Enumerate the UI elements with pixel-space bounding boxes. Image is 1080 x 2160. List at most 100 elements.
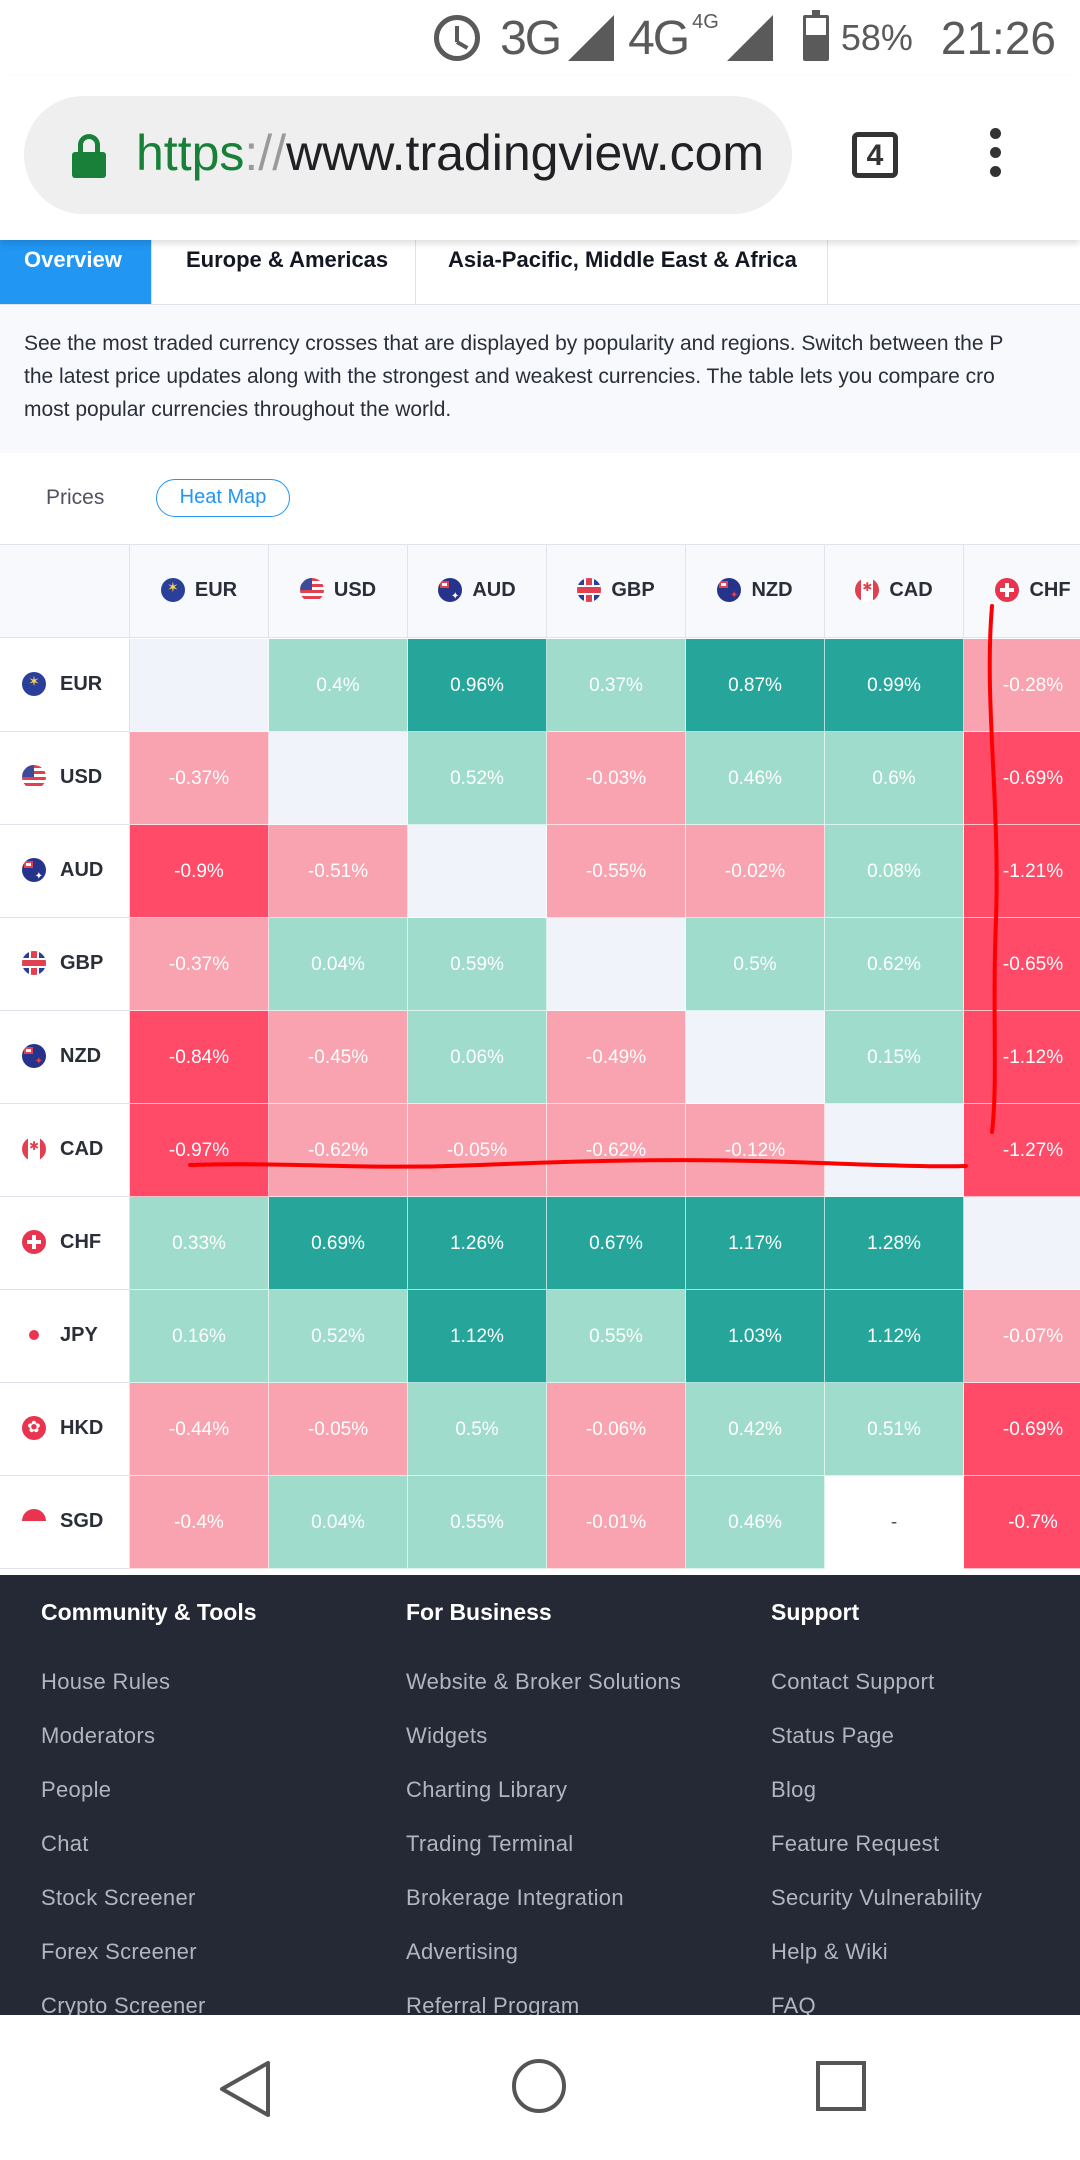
row-header[interactable]: JPY [0, 1290, 130, 1383]
footer-link[interactable]: Contact Support [771, 1669, 935, 1694]
heat-map-cell[interactable]: -0.7% [964, 1476, 1080, 1569]
heat-map-cell[interactable] [130, 639, 269, 732]
row-header[interactable]: CHF [0, 1197, 130, 1290]
heat-map-cell[interactable]: 0.52% [408, 732, 547, 825]
heat-map-cell[interactable]: 0.4% [269, 639, 408, 732]
heat-map-cell[interactable]: -0.07% [964, 1290, 1080, 1383]
tabs-icon[interactable]: 4 [852, 132, 898, 178]
tab-asia-pacific[interactable]: Asia-Pacific, Middle East & Africa [416, 240, 828, 304]
heat-map-cell[interactable]: 0.99% [825, 639, 964, 732]
heat-map-cell[interactable]: 1.12% [825, 1290, 964, 1383]
heat-map-cell[interactable]: -0.01% [547, 1476, 686, 1569]
row-header[interactable]: AUD [0, 825, 130, 918]
row-header[interactable]: SGD [0, 1476, 130, 1569]
tab-overview[interactable]: Overview [0, 240, 152, 304]
heat-map-cell[interactable]: 1.12% [408, 1290, 547, 1383]
heat-map-cell[interactable]: 0.04% [269, 918, 408, 1011]
footer-link[interactable]: Chat [41, 1831, 89, 1856]
heat-map-cell[interactable]: 0.06% [408, 1011, 547, 1104]
heat-map-cell[interactable]: -1.21% [964, 825, 1080, 918]
heat-map-cell[interactable]: -0.69% [964, 732, 1080, 825]
heat-map-cell[interactable]: -0.45% [269, 1011, 408, 1104]
footer-link[interactable]: Website & Broker Solutions [406, 1669, 682, 1694]
footer-link[interactable]: FAQ [771, 1993, 816, 2015]
row-header[interactable]: USD [0, 732, 130, 825]
heat-map-cell[interactable]: -0.4% [130, 1476, 269, 1569]
heat-map-cell[interactable]: -0.05% [408, 1104, 547, 1197]
heat-map-cell[interactable]: -0.28% [964, 639, 1080, 732]
row-header[interactable]: EUR [0, 639, 130, 732]
footer-link[interactable]: People [41, 1777, 112, 1802]
heat-map-cell[interactable]: -1.27% [964, 1104, 1080, 1197]
heat-map-cell[interactable]: -0.55% [547, 825, 686, 918]
footer-link[interactable]: Charting Library [406, 1777, 568, 1802]
heat-map-cell[interactable]: 0.52% [269, 1290, 408, 1383]
heat-map-cell[interactable]: 0.08% [825, 825, 964, 918]
heat-map-cell[interactable]: 0.96% [408, 639, 547, 732]
heat-map-cell[interactable] [825, 1104, 964, 1197]
heat-map-cell[interactable] [964, 1197, 1080, 1290]
recents-icon[interactable] [816, 2061, 866, 2111]
footer-link[interactable]: House Rules [41, 1669, 171, 1694]
heat-map-cell[interactable]: 1.28% [825, 1197, 964, 1290]
footer-link[interactable]: Blog [771, 1777, 817, 1802]
heat-map-cell[interactable]: -1.12% [964, 1011, 1080, 1104]
footer-link[interactable]: Moderators [41, 1723, 156, 1748]
heat-map-cell[interactable]: -0.65% [964, 918, 1080, 1011]
heat-map-cell[interactable] [686, 1011, 825, 1104]
column-header[interactable]: AUD [408, 545, 547, 638]
footer-link[interactable]: Referral Program [406, 1993, 580, 2015]
footer-link[interactable]: Feature Request [771, 1831, 940, 1856]
heat-map-cell[interactable]: 0.37% [547, 639, 686, 732]
heat-map-cell[interactable]: 0.16% [130, 1290, 269, 1383]
heat-map-cell[interactable]: 0.55% [547, 1290, 686, 1383]
footer-link[interactable]: Crypto Screener [41, 1993, 206, 2015]
heat-map-cell[interactable]: -0.69% [964, 1383, 1080, 1476]
heat-map-cell[interactable]: -0.03% [547, 732, 686, 825]
heat-map-cell[interactable]: -0.62% [269, 1104, 408, 1197]
address-bar[interactable]: https://www.tradingview.com [24, 96, 792, 214]
column-header[interactable]: CHF [964, 545, 1080, 638]
heat-map-cell[interactable]: -0.02% [686, 825, 825, 918]
heat-map-cell[interactable]: -0.37% [130, 732, 269, 825]
heat-map-cell[interactable]: -0.44% [130, 1383, 269, 1476]
footer-link[interactable]: Security Vulnerability [771, 1885, 983, 1910]
row-header[interactable]: CAD [0, 1104, 130, 1197]
tab-europe-americas[interactable]: Europe & Americas [152, 240, 416, 304]
heat-map-cell[interactable]: -0.12% [686, 1104, 825, 1197]
heat-map-cell[interactable]: 0.33% [130, 1197, 269, 1290]
heat-map-cell[interactable]: 0.46% [686, 1476, 825, 1569]
column-header[interactable]: USD [269, 545, 408, 638]
heat-map-cell[interactable]: -0.97% [130, 1104, 269, 1197]
footer-link[interactable]: Advertising [406, 1939, 519, 1964]
heat-map-cell[interactable] [547, 918, 686, 1011]
heat-map-cell[interactable]: 0.04% [269, 1476, 408, 1569]
column-header[interactable]: GBP [547, 545, 686, 638]
heat-map-cell[interactable]: 1.26% [408, 1197, 547, 1290]
heat-map-cell[interactable]: 0.55% [408, 1476, 547, 1569]
back-icon[interactable] [218, 2059, 274, 2119]
heat-map-cell[interactable]: 0.59% [408, 918, 547, 1011]
heat-map-cell[interactable]: -0.06% [547, 1383, 686, 1476]
footer-link[interactable]: Stock Screener [41, 1885, 196, 1910]
heat-map-cell[interactable]: - [825, 1476, 964, 1569]
heat-map-cell[interactable] [408, 825, 547, 918]
heat-map-cell[interactable]: 0.15% [825, 1011, 964, 1104]
footer-link[interactable]: Trading Terminal [406, 1831, 574, 1856]
home-icon[interactable] [512, 2059, 566, 2113]
heat-map-cell[interactable]: 0.5% [408, 1383, 547, 1476]
url-text[interactable]: https://www.tradingview.com [136, 124, 764, 182]
row-header[interactable]: GBP [0, 918, 130, 1011]
heat-map-cell[interactable]: 0.62% [825, 918, 964, 1011]
heat-map-cell[interactable]: 0.46% [686, 732, 825, 825]
prices-toggle[interactable]: Prices [46, 486, 105, 509]
row-header[interactable]: NZD [0, 1011, 130, 1104]
row-header[interactable]: HKD [0, 1383, 130, 1476]
heat-map-cell[interactable]: -0.9% [130, 825, 269, 918]
footer-link[interactable]: Brokerage Integration [406, 1885, 624, 1910]
heat-map-cell[interactable]: 0.5% [686, 918, 825, 1011]
heat-map-cell[interactable]: -0.51% [269, 825, 408, 918]
heat-map-cell[interactable]: -0.37% [130, 918, 269, 1011]
heat-map-cell[interactable]: 0.6% [825, 732, 964, 825]
heat-map-toggle[interactable]: Heat Map [156, 479, 290, 517]
